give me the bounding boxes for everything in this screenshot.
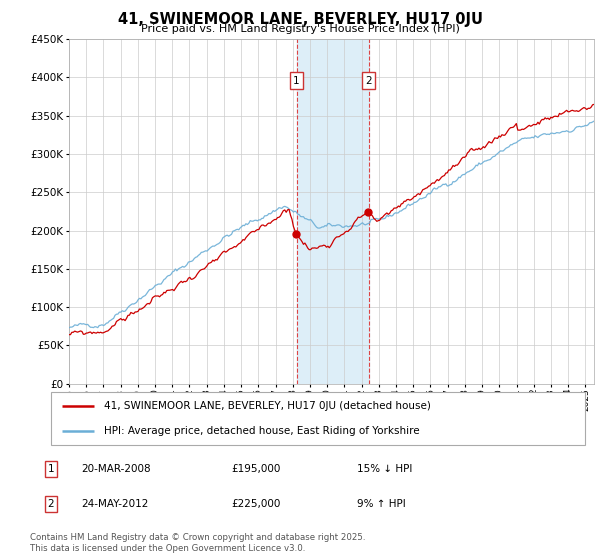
Text: Contains HM Land Registry data © Crown copyright and database right 2025.
This d: Contains HM Land Registry data © Crown c…	[30, 533, 365, 553]
Text: 20-MAR-2008: 20-MAR-2008	[81, 464, 151, 474]
Text: 2: 2	[365, 76, 372, 86]
Bar	[296, 39, 368, 384]
Text: 24-MAY-2012: 24-MAY-2012	[81, 499, 148, 509]
Text: 1: 1	[293, 76, 300, 86]
Text: £195,000: £195,000	[231, 464, 280, 474]
Text: 41, SWINEMOOR LANE, BEVERLEY, HU17 0JU: 41, SWINEMOOR LANE, BEVERLEY, HU17 0JU	[118, 12, 482, 27]
Text: 15% ↓ HPI: 15% ↓ HPI	[357, 464, 412, 474]
Text: 9% ↑ HPI: 9% ↑ HPI	[357, 499, 406, 509]
Text: 41, SWINEMOOR LANE, BEVERLEY, HU17 0JU (detached house): 41, SWINEMOOR LANE, BEVERLEY, HU17 0JU (…	[104, 402, 431, 412]
Text: HPI: Average price, detached house, East Riding of Yorkshire: HPI: Average price, detached house, East…	[104, 426, 420, 436]
Text: Price paid vs. HM Land Registry's House Price Index (HPI): Price paid vs. HM Land Registry's House …	[140, 24, 460, 34]
Text: 1: 1	[47, 464, 55, 474]
Text: 2: 2	[47, 499, 55, 509]
Text: £225,000: £225,000	[231, 499, 280, 509]
FancyBboxPatch shape	[51, 392, 585, 445]
